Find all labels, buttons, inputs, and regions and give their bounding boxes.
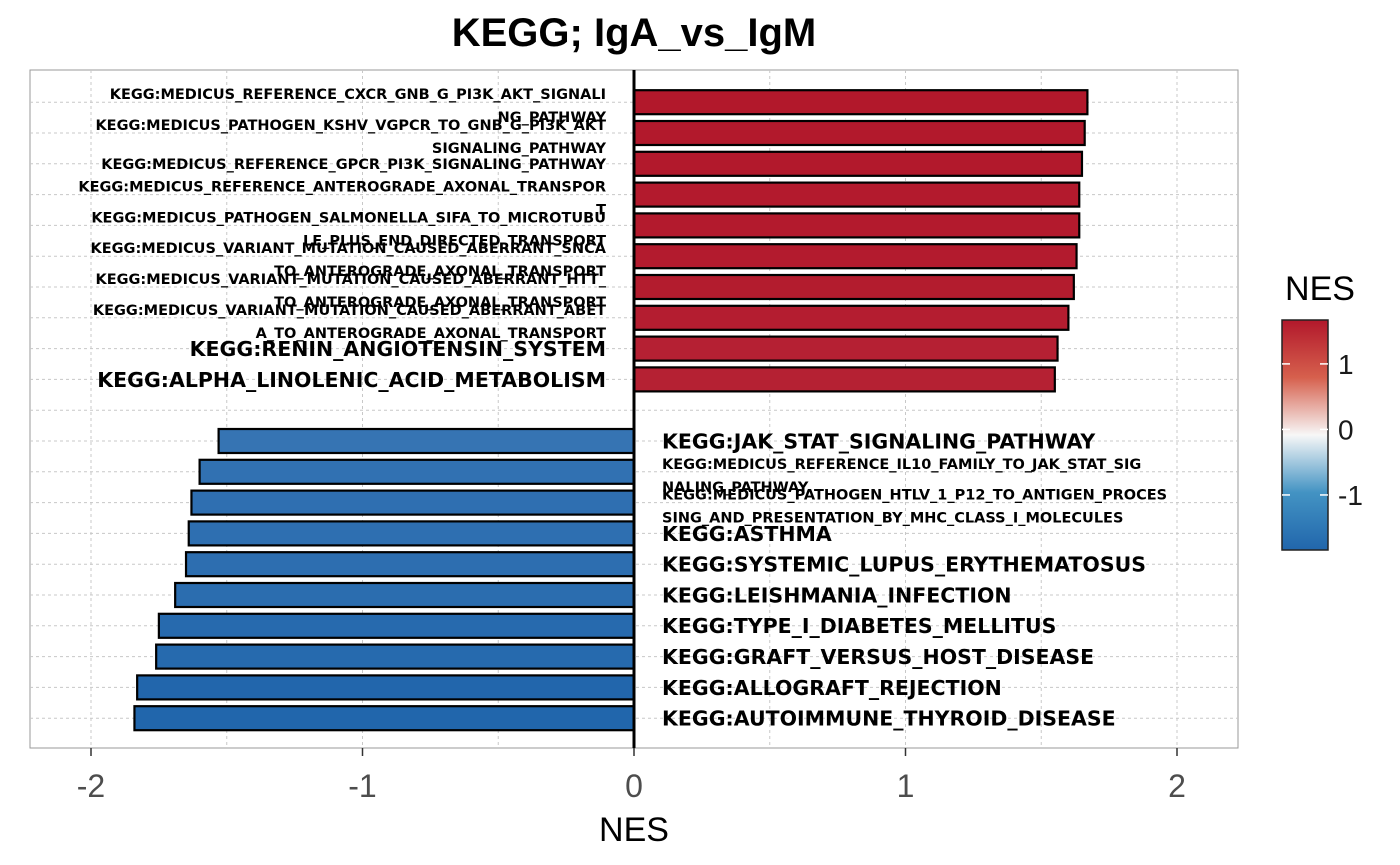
nes-bar (174, 581, 636, 609)
bar-label: KEGG:MEDICUS_VARIANT_MUTATION_CAUSED_ABE… (93, 303, 606, 319)
nes-bar (136, 674, 636, 701)
legend-tick-label: 0 (1338, 414, 1354, 445)
bar-label: KEGG:GRAFT_VERSUS_HOST_DISEASE (662, 645, 1094, 669)
bar-label: KEGG:SYSTEMIC_LUPUS_ERYTHEMATOSUS (662, 553, 1146, 577)
x-axis-title: NES (599, 811, 669, 849)
bar-label: TO_ANTEROGRADE_AXONAL_TRANSPORT (274, 295, 606, 311)
bar-label: NALING_PATHWAY (662, 480, 809, 496)
bar-label: KEGG:JAK_STAT_SIGNALING_PATHWAY (662, 429, 1096, 453)
legend-title: NES (1285, 270, 1355, 308)
nes-bar (155, 643, 636, 670)
bar-label: A_TO_ANTEROGRADE_AXONAL_TRANSPORT (256, 326, 606, 342)
nes-bar (217, 427, 636, 455)
bar-label: KEGG:MEDICUS_PATHOGEN_HTLV_1_P12_TO_ANTI… (662, 488, 1167, 504)
nes-bar (184, 551, 636, 578)
bar-label: T (596, 203, 606, 219)
nes-bar (133, 705, 636, 732)
bar-label: KEGG:MEDICUS_REFERENCE_GPCR_PI3K_SIGNALI… (101, 157, 606, 173)
nes-bar (632, 181, 1081, 208)
legend-tick-label: -1 (1338, 480, 1363, 511)
bar-label: KEGG:MEDICUS_VARIANT_MUTATION_CAUSED_ABE… (91, 241, 607, 257)
nes-bar (632, 335, 1059, 362)
nes-bar (198, 458, 636, 485)
bar-label: KEGG:ALPHA_LINOLENIC_ACID_METABOLISM (97, 368, 606, 392)
nes-bar (632, 243, 1078, 270)
bar-label: TO_ANTEROGRADE_AXONAL_TRANSPORT (274, 264, 606, 280)
nes-bar (632, 150, 1084, 177)
bar-label: KEGG:MEDICUS_PATHOGEN_SALMONELLA_SIFA_TO… (91, 210, 606, 226)
nes-bar (632, 119, 1086, 147)
nes-bar (632, 212, 1081, 239)
bar-label: KEGG:MEDICUS_PATHOGEN_KSHV_VGPCR_TO_GNB_… (95, 118, 606, 134)
bar-label: KEGG:ASTHMA (662, 522, 832, 546)
nes-bar (190, 489, 636, 516)
bar-label: KEGG:MEDICUS_REFERENCE_IL10_FAMILY_TO_JA… (662, 457, 1141, 473)
legend-tick-label: 1 (1338, 349, 1354, 380)
x-tick-label: -1 (348, 768, 376, 804)
legend-colorbar (1281, 319, 1329, 551)
bar-label: KEGG:AUTOIMMUNE_THYROID_DISEASE (662, 707, 1116, 731)
nes-bar (632, 89, 1089, 116)
plot-panel: KEGG:MEDICUS_REFERENCE_CXCR_GNB_G_PI3K_A… (29, 69, 1239, 804)
nes-bar (157, 612, 636, 639)
chart-title: KEGG; IgA_vs_IgM (452, 11, 817, 55)
bar-label: KEGG:TYPE_I_DIABETES_MELLITUS (662, 614, 1056, 638)
bar-label: KEGG:MEDICUS_VARIANT_MUTATION_CAUSED_ABE… (95, 272, 606, 288)
bar-label: KEGG:MEDICUS_REFERENCE_CXCR_GNB_G_PI3K_A… (110, 87, 606, 103)
bar-label: SING_AND_PRESENTATION_BY_MHC_CLASS_I_MOL… (662, 511, 1123, 527)
nes-bar (632, 304, 1070, 331)
bar-label: KEGG:MEDICUS_REFERENCE_ANTEROGRADE_AXONA… (78, 180, 606, 196)
x-tick-label: 0 (625, 768, 643, 804)
bar-label: SIGNALING_PATHWAY (432, 141, 607, 157)
nes-bar (632, 366, 1056, 393)
bar-label: NG_PATHWAY (498, 110, 607, 126)
x-tick-label: -2 (77, 768, 105, 804)
nes-bar (187, 520, 636, 547)
x-tick-label: 1 (897, 768, 915, 804)
nes-bar (632, 273, 1075, 301)
bar-label: LE_PLUS_END_DIRECTED_TRANSPORT (303, 233, 606, 249)
nes-legend: NES 1 0 -1 (1281, 270, 1363, 551)
bar-label: KEGG:ALLOGRAFT_REJECTION (662, 676, 1002, 700)
bar-label: KEGG:RENIN_ANGIOTENSIN_SYSTEM (190, 337, 606, 361)
bar-label: KEGG:LEISHMANIA_INFECTION (662, 583, 1012, 607)
x-tick-label: 2 (1168, 768, 1186, 804)
